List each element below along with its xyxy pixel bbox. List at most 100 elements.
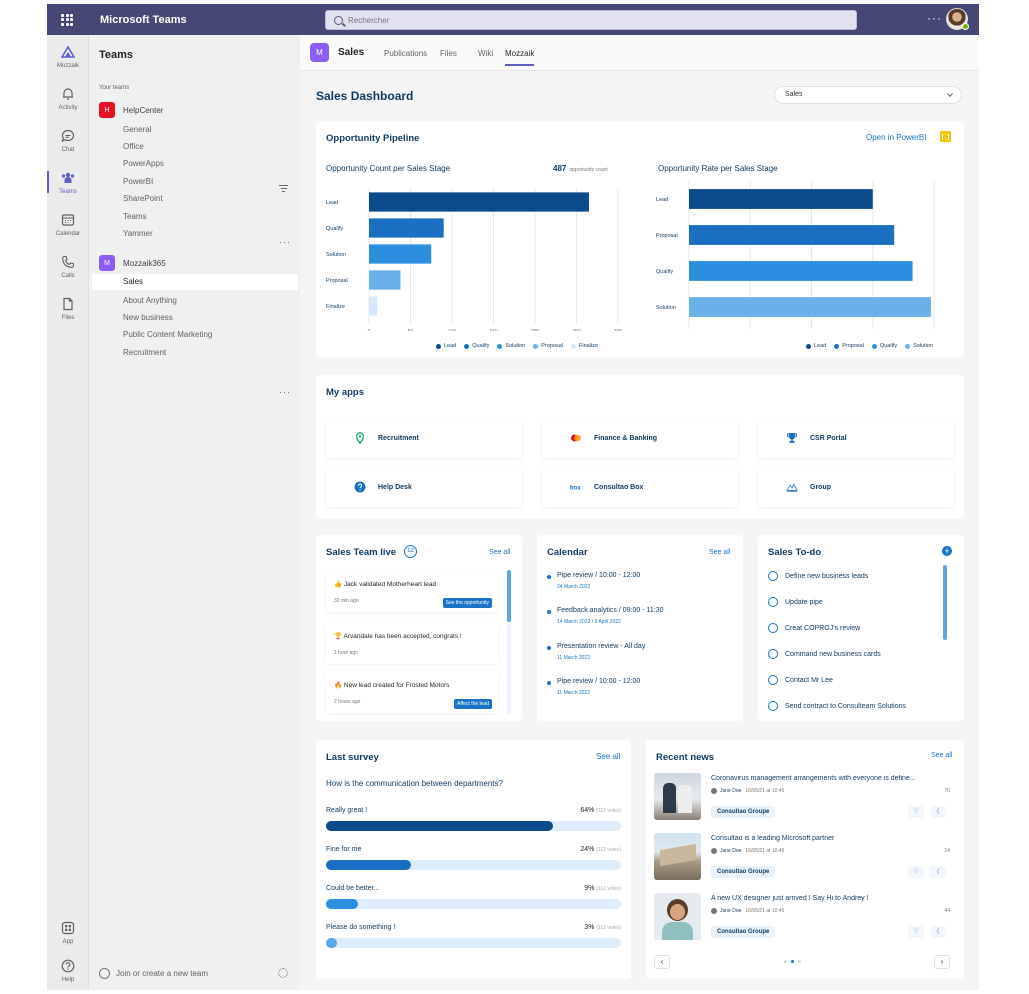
survey-bar-track[interactable] (326, 860, 621, 870)
join-create-team-link[interactable]: Join or create a new team (99, 968, 208, 979)
rail-item-apps[interactable]: App (47, 921, 89, 945)
channel-powerapps[interactable]: PowerApps (123, 159, 164, 168)
rail-item-files[interactable]: Files (47, 297, 89, 321)
survey-bar-track[interactable] (326, 899, 621, 909)
checkbox[interactable] (768, 675, 778, 685)
app-launcher-button[interactable] (47, 4, 87, 35)
channel-recruitment[interactable]: Recruitment (123, 348, 167, 357)
bar-lead[interactable] (369, 192, 589, 212)
news-item[interactable]: Consultao is a leading Microsoft partner… (654, 833, 950, 885)
affect-lead-button[interactable]: Affect the lead (454, 699, 492, 709)
bar-finalize[interactable] (369, 296, 378, 316)
todo-item[interactable]: Creat COPROJ's review (768, 623, 860, 633)
checkbox[interactable] (768, 701, 778, 711)
bar-qualify[interactable] (689, 261, 913, 281)
todo-item[interactable]: Command new business cards (768, 649, 881, 659)
legend-item[interactable]: Solution (497, 343, 525, 349)
channel-sharepoint[interactable]: SharePoint (123, 194, 163, 203)
channel-teams[interactable]: Teams (123, 212, 147, 221)
bar-solution[interactable] (369, 244, 432, 264)
tab-files[interactable]: Files (440, 49, 457, 58)
legend-item[interactable]: Finalize (570, 343, 598, 349)
like-icon[interactable]: ♡ (908, 866, 924, 878)
rail-item-activity[interactable]: Activity (47, 87, 89, 111)
channel-office[interactable]: Office (123, 142, 144, 151)
search-input[interactable] (348, 15, 748, 25)
legend-item[interactable]: Proposal (533, 343, 563, 349)
more-options-button[interactable]: ··· (927, 11, 942, 25)
todo-item[interactable]: Define new business leads (768, 571, 868, 581)
channel-new-business[interactable]: New business (123, 313, 173, 322)
filter-icon[interactable] (279, 185, 288, 192)
scrollbar-thumb[interactable] (507, 570, 511, 622)
channel-sales[interactable]: Sales (92, 274, 298, 290)
legend-item[interactable]: Qualify (871, 343, 897, 349)
news-next-button[interactable]: › (934, 955, 950, 969)
news-tag[interactable]: Consultao Groupe (711, 866, 776, 878)
like-icon[interactable]: ♡ (908, 806, 924, 818)
todo-scrollbar[interactable] (943, 565, 947, 640)
news-see-all-link[interactable]: See all (931, 752, 953, 759)
see-opportunity-button[interactable]: See the opportunity (442, 598, 492, 608)
rail-item-calls[interactable]: Calls (47, 255, 89, 279)
share-icon[interactable]: ⟨ (930, 806, 946, 818)
bar-proposal[interactable] (369, 270, 401, 290)
share-icon[interactable]: ⟨ (930, 926, 946, 938)
rail-item-help[interactable]: Help (47, 959, 89, 983)
rail-item-teams[interactable]: Teams (47, 171, 89, 195)
news-tag[interactable]: Consultao Groupe (711, 926, 776, 938)
bar-qualify[interactable] (369, 218, 444, 238)
survey-bar-track[interactable] (326, 938, 621, 948)
gear-icon[interactable] (278, 968, 288, 978)
legend-item[interactable]: Qualify (464, 343, 489, 349)
dashboard-select[interactable]: Sales (774, 86, 962, 104)
team-mozzaik365[interactable]: M Mozzaik365 (99, 255, 166, 271)
rail-item-chat[interactable]: Chat (47, 129, 89, 153)
channel-general[interactable]: General (123, 125, 152, 134)
channel-powerbi[interactable]: PowerBI (123, 177, 154, 186)
tab-wiki[interactable]: Wiki (478, 49, 494, 58)
channel-public-content-marketing[interactable]: Public Content Marketing (123, 330, 213, 339)
scrollbar-thumb[interactable] (943, 565, 947, 640)
survey-bar-track[interactable] (326, 821, 621, 831)
checkbox[interactable] (768, 571, 778, 581)
live-see-all-link[interactable]: See all (489, 549, 511, 556)
news-item[interactable]: A new UX designer just arrived ! Say Hi … (654, 893, 950, 945)
legend-item[interactable]: Proposal (834, 343, 864, 349)
news-item[interactable]: Coronavirus management arrangements with… (654, 773, 950, 825)
team-more-button[interactable]: ··· (279, 237, 291, 247)
share-icon[interactable]: ⟨ (930, 866, 946, 878)
rail-item-calendar[interactable]: Calendar (47, 213, 89, 237)
bar-proposal[interactable] (689, 225, 895, 245)
channel-about-anything[interactable]: About Anything (123, 296, 177, 305)
tab-publications[interactable]: Publications (384, 49, 428, 58)
app-tile-help-desk[interactable]: Help Desk (326, 467, 522, 507)
rail-item-mozzaik[interactable]: Mozzaik (47, 45, 89, 69)
live-scrollbar[interactable] (507, 570, 511, 715)
todo-item[interactable]: Contact Mr Lee (768, 675, 833, 685)
legend-item[interactable]: Solution (905, 343, 933, 349)
search-box[interactable] (325, 10, 857, 30)
open-powerbi-link[interactable]: Open in PowerBI (866, 133, 927, 142)
legend-item[interactable]: Lead (436, 343, 456, 349)
calendar-see-all-link[interactable]: See all (709, 549, 731, 556)
checkbox[interactable] (768, 649, 778, 659)
add-todo-button[interactable]: + (942, 546, 952, 556)
checkbox[interactable] (768, 597, 778, 607)
team-more-button[interactable]: ··· (279, 387, 291, 397)
todo-item[interactable]: Send contract to Consulteam Solutions (768, 701, 906, 711)
bar-solution[interactable] (689, 297, 931, 317)
app-tile-consultao-box[interactable]: box Consultao Box (542, 467, 738, 507)
like-icon[interactable]: ♡ (908, 926, 924, 938)
app-tile-csr-portal[interactable]: CSR Portal (758, 418, 954, 458)
channel-yammer[interactable]: Yammer (123, 229, 153, 238)
legend-item[interactable]: Lead (806, 343, 826, 349)
survey-see-all-link[interactable]: See all (596, 752, 621, 761)
user-avatar[interactable] (946, 8, 969, 30)
news-tag[interactable]: Consultao Groupe (711, 806, 776, 818)
app-tile-recruitment[interactable]: Recruitment (326, 418, 522, 458)
checkbox[interactable] (768, 623, 778, 633)
app-tile-finance-banking[interactable]: Finance & Banking (542, 418, 738, 458)
news-prev-button[interactable]: ‹ (654, 955, 670, 969)
todo-item[interactable]: Update pipe (768, 597, 823, 607)
